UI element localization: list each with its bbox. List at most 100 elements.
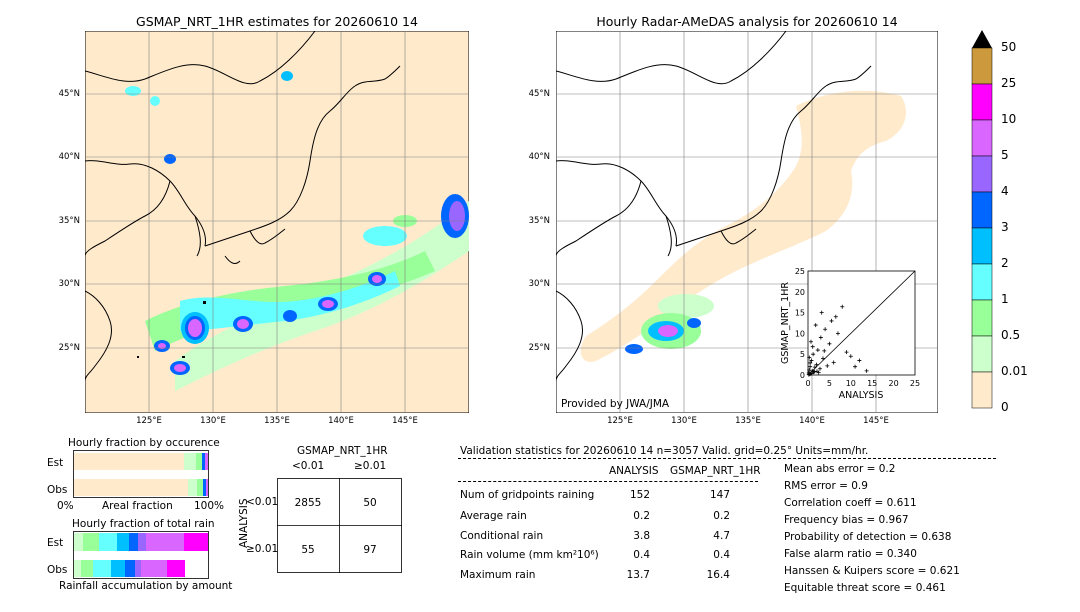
left-lat-45: 45°N (58, 89, 80, 99)
left-lon-130: 130°E (200, 416, 226, 426)
scatter-point (813, 323, 818, 328)
left-lat-40: 40°N (58, 152, 80, 162)
scatter-point (817, 366, 822, 371)
scatter-point (810, 344, 815, 349)
val-row-analysis-3: 0.4 (633, 549, 650, 561)
left-lon-135: 135°E (264, 416, 290, 426)
val-row-analysis-2: 3.8 (633, 530, 650, 542)
scatter-point (807, 355, 812, 360)
right-lon-130: 130°E (671, 416, 697, 426)
right-map-title: Hourly Radar-AMeDAS analysis for 2026061… (596, 14, 898, 29)
colorbar-label: 4 (1001, 184, 1009, 198)
colorbar-block (971, 83, 993, 121)
left-lon-145: 145°E (392, 416, 418, 426)
scatter-ylabel: GSMAP_NRT_1HR (780, 282, 791, 364)
val-row-label-4: Maximum rain (460, 569, 536, 581)
right-lat-25: 25°N (528, 343, 550, 353)
val-row-analysis-4: 13.7 (626, 569, 650, 581)
contingency-cell-10: 55 (301, 544, 314, 556)
scatter-point (812, 365, 817, 370)
val-row-gsmap-3: 0.4 (713, 549, 730, 561)
scatter-point (848, 354, 853, 359)
scatter-point (811, 370, 816, 375)
total-bars (73, 531, 209, 579)
total-est-label: Est (47, 537, 64, 549)
left-map (85, 31, 469, 413)
scatter-xtick: 20 (889, 379, 899, 388)
scatter-point (815, 348, 820, 353)
val-row-analysis-1: 0.2 (633, 510, 650, 522)
scatter-xtick: 25 (910, 379, 920, 388)
occurrence-axis-mid: Areal fraction (102, 500, 173, 512)
scatter-ytick: 15 (795, 309, 805, 318)
colorbar-label: 5 (1001, 148, 1009, 162)
scatter-point (808, 339, 813, 344)
colorbar-block (971, 191, 993, 229)
contingency-col-2: ≥0.01 (354, 460, 387, 472)
colorbar-block (971, 263, 993, 301)
left-lon-140: 140°E (328, 416, 354, 426)
colorbar-label: 0.01 (1001, 364, 1028, 378)
val-row-label-0: Num of gridpoints raining (460, 489, 595, 501)
left-lat-25: 25°N (58, 343, 80, 353)
data-credit: Provided by JWA/JMA (561, 398, 670, 410)
val-row-gsmap-2: 4.7 (713, 530, 730, 542)
right-lat-45: 45°N (528, 89, 550, 99)
scatter-ytick: 20 (795, 288, 805, 297)
colorbar-label: 2 (1001, 256, 1009, 270)
validation-col-gsmap: GSMAP_NRT_1HR (670, 465, 761, 477)
scatter-point (822, 348, 827, 353)
right-lat-40: 40°N (528, 152, 550, 162)
scatter-point (840, 304, 845, 309)
occurrence-obs-label: Obs (47, 484, 68, 496)
val-row-label-1: Average rain (460, 510, 527, 522)
colorbar-block (971, 371, 993, 409)
colorbar-label: 1 (1001, 292, 1009, 306)
scatter-point (809, 358, 814, 363)
scatter-point (827, 341, 832, 346)
occurrence-title: Hourly fraction by occurence (68, 437, 220, 449)
validation-col-rule (458, 481, 758, 482)
contingency-title: GSMAP_NRT_1HR (297, 445, 388, 457)
colorbar-block (971, 47, 993, 85)
left-lat-30: 30°N (58, 279, 80, 289)
total-title: Hourly fraction of total rain (72, 518, 215, 530)
colorbar-block (971, 119, 993, 157)
validation-header-rule (458, 458, 996, 459)
scatter-point (808, 360, 813, 365)
scatter-ytick: 10 (795, 329, 805, 338)
score-7: Equitable threat score = 0.461 (784, 582, 946, 594)
val-row-gsmap-4: 16.4 (706, 569, 730, 581)
scatter-point (823, 327, 828, 332)
scatter-diagonal (807, 270, 916, 376)
colorbar-label: 3 (1001, 220, 1009, 234)
contingency-cell-00: 2855 (295, 497, 322, 509)
score-1: RMS error = 0.9 (784, 480, 868, 492)
contingency-row-1: <0.01 (246, 496, 279, 508)
scatter-point (807, 372, 812, 377)
score-5: False alarm ratio = 0.340 (784, 548, 917, 560)
validation-header: Validation statistics for 20260610 14 n=… (460, 445, 869, 457)
colorbar-label: 0 (1001, 400, 1009, 414)
scatter-point (807, 368, 812, 373)
colorbar-block (971, 335, 993, 373)
val-row-analysis-0: 152 (629, 489, 650, 501)
colorbar (971, 30, 993, 409)
scatter-point (812, 369, 817, 374)
scatter-point (808, 364, 813, 369)
contingency-cell-01: 50 (363, 497, 376, 509)
contingency-col-1: <0.01 (292, 460, 325, 472)
right-lat-30: 30°N (528, 279, 550, 289)
scatter-xtick: 5 (827, 379, 832, 388)
scatter-xtick: 10 (846, 379, 856, 388)
colorbar-block (971, 227, 993, 265)
scatter-xtick: 15 (867, 379, 877, 388)
validation-col-analysis: ANALYSIS (609, 465, 659, 477)
colorbar-label: 50 (1001, 40, 1017, 54)
scatter-point (814, 369, 819, 374)
right-lat-35: 35°N (528, 216, 550, 226)
val-row-gsmap-0: 147 (709, 489, 730, 501)
colorbar-label: 0.5 (1001, 328, 1021, 342)
occurrence-obs-light (188, 479, 197, 496)
colorbar-block (971, 155, 993, 193)
